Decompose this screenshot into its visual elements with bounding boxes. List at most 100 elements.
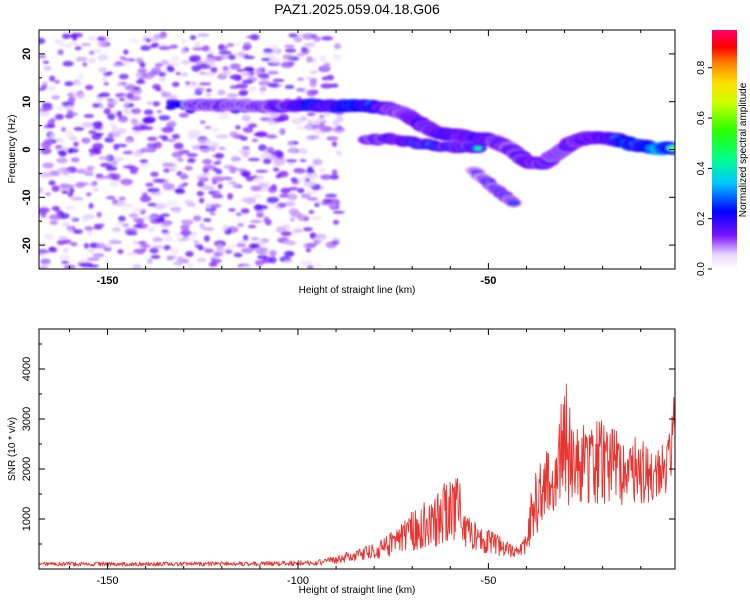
colorbar: 0.0 0.2 0.4 0.6 0.8 Normalized spectral ampl… (696, 30, 749, 276)
noise-blob (66, 112, 79, 116)
noise-blob (122, 150, 134, 155)
noise-blob (107, 99, 119, 106)
noise-blob (186, 153, 198, 157)
noise-blob (117, 143, 128, 148)
noise-blob (61, 33, 71, 40)
noise-blob (97, 40, 108, 48)
noise-blob (75, 56, 88, 62)
noise-blob (303, 174, 315, 180)
noise-blob (241, 114, 251, 122)
noise-blob (125, 228, 138, 233)
noise-blob (58, 150, 67, 157)
noise-blob (78, 73, 84, 80)
noise-blob (139, 244, 151, 248)
noise-blob (251, 237, 259, 241)
noise-blob (262, 158, 272, 165)
noise-blob (56, 157, 68, 164)
noise-blob (164, 235, 173, 242)
colorbar-axis: 0.0 0.2 0.4 0.6 0.8 (696, 60, 712, 276)
spectrogram-image (39, 31, 675, 269)
spectrogram-x-axis: -150 -50 (68, 30, 642, 287)
noise-blob (166, 200, 178, 205)
noise-blob (150, 171, 159, 177)
noise-blob (312, 158, 323, 166)
noise-blob (210, 66, 218, 74)
noise-blob (147, 187, 161, 193)
noise-blob (204, 248, 214, 254)
noise-blob (49, 220, 59, 225)
noise-blob (69, 136, 78, 141)
noise-blob (318, 167, 327, 173)
noise-blob (57, 49, 64, 56)
noise-blob (173, 261, 184, 266)
noise-blob (243, 55, 255, 60)
noise-blob (241, 247, 254, 254)
noise-blob (295, 87, 305, 92)
colorbar-tick-label: 0.0 (696, 262, 707, 276)
noise-blob (309, 81, 317, 88)
noise-blob (135, 79, 146, 85)
noise-blob (210, 203, 222, 208)
noise-blob (174, 188, 185, 193)
noise-blob (235, 125, 241, 130)
noise-blob (218, 43, 225, 51)
noise-blob (61, 260, 69, 264)
noise-blob (62, 247, 70, 253)
noise-blob (313, 126, 324, 130)
noise-blob (76, 93, 85, 99)
noise-blob (147, 258, 153, 264)
noise-blob (284, 84, 295, 89)
noise-blob (88, 57, 96, 64)
noise-blob (209, 212, 216, 216)
noise-blob (130, 108, 142, 114)
noise-blob (141, 247, 148, 251)
noise-blob (67, 92, 74, 97)
noise-blob (194, 41, 201, 48)
noise-blob (308, 210, 315, 214)
y-tick-label: 1000 (21, 507, 33, 531)
noise-blob (106, 242, 112, 249)
noise-blob (49, 133, 56, 139)
noise-blob (135, 57, 144, 63)
noise-blob (217, 183, 223, 190)
noise-blob (250, 185, 262, 192)
noise-blob (279, 128, 286, 136)
noise-blob (242, 234, 249, 242)
noise-blob (280, 61, 294, 68)
noise-blob (90, 181, 98, 187)
noise-blob (132, 208, 144, 213)
noise-blob (242, 46, 250, 51)
noise-blob (83, 114, 95, 118)
noise-blob (123, 49, 129, 55)
noise-blob (253, 176, 264, 184)
noise-blob (266, 134, 278, 139)
noise-blob (42, 104, 53, 111)
noise-blob (64, 130, 75, 138)
noise-blob (249, 220, 263, 223)
noise-blob (226, 43, 235, 47)
noise-blob (234, 75, 242, 82)
noise-blob (196, 257, 207, 263)
x-tick-label: -150 (97, 575, 119, 587)
noise-blob (73, 126, 85, 131)
noise-blob (251, 138, 259, 143)
noise-blob (97, 54, 109, 61)
figure-title: PAZ1.2025.059.04.18.G06 (274, 1, 440, 17)
noise-blob (267, 82, 280, 88)
noise-blob (273, 117, 285, 123)
noise-blob (42, 162, 54, 169)
noise-blob (137, 68, 148, 74)
noise-blob (169, 247, 180, 255)
noise-blob (148, 215, 159, 220)
noise-blob (213, 161, 221, 165)
noise-blob (180, 47, 186, 55)
noise-blob (193, 240, 200, 245)
noise-blob (181, 59, 191, 65)
noise-blob (241, 79, 254, 85)
noise-blob (198, 82, 212, 86)
y-tick-label: 4000 (21, 357, 33, 381)
noise-blob (187, 157, 196, 164)
noise-blob (270, 112, 279, 119)
noise-blob (125, 139, 132, 143)
noise-blob (200, 172, 210, 177)
